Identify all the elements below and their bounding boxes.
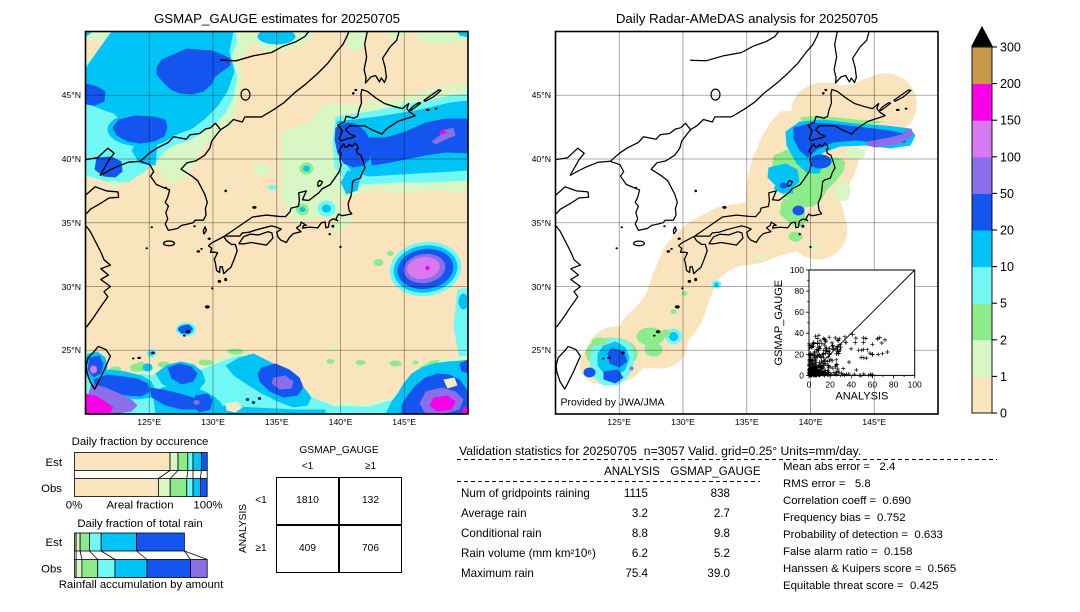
svg-text:150: 150 bbox=[1000, 114, 1021, 128]
svg-text:100: 100 bbox=[790, 265, 804, 275]
svg-text:Obs: Obs bbox=[41, 564, 62, 576]
svg-text:ANALYSIS: ANALYSIS bbox=[835, 390, 888, 402]
svg-text:Daily fraction of total rain: Daily fraction of total rain bbox=[77, 518, 202, 530]
svg-text:10: 10 bbox=[1000, 260, 1014, 274]
svg-text:0: 0 bbox=[807, 379, 812, 389]
svg-text:Daily fraction by occurence: Daily fraction by occurence bbox=[72, 436, 209, 448]
svg-text:40: 40 bbox=[795, 328, 805, 338]
svg-text:Est: Est bbox=[46, 537, 63, 549]
svg-text:Provided by JWA/JMA: Provided by JWA/JMA bbox=[561, 397, 665, 409]
svg-text:100: 100 bbox=[1000, 150, 1021, 164]
svg-text:1: 1 bbox=[1000, 370, 1007, 384]
svg-text:0%: 0% bbox=[66, 500, 82, 512]
svg-text:50: 50 bbox=[1000, 187, 1014, 201]
svg-text:5: 5 bbox=[1000, 297, 1007, 311]
svg-text:80: 80 bbox=[795, 286, 805, 296]
svg-text:Est: Est bbox=[46, 457, 63, 469]
svg-text:300: 300 bbox=[1000, 41, 1021, 55]
svg-text:200: 200 bbox=[1000, 77, 1021, 91]
svg-text:60: 60 bbox=[795, 307, 805, 317]
svg-text:Obs: Obs bbox=[41, 483, 62, 495]
svg-text:20: 20 bbox=[795, 349, 805, 359]
svg-text:100: 100 bbox=[908, 379, 922, 389]
svg-text:20: 20 bbox=[1000, 224, 1014, 238]
svg-text:80: 80 bbox=[889, 379, 899, 389]
svg-text:0: 0 bbox=[1000, 407, 1007, 421]
svg-text:60: 60 bbox=[868, 379, 878, 389]
svg-text:GSMAP_GAUGE: GSMAP_GAUGE bbox=[773, 280, 785, 366]
svg-text:Rainfall accumulation by amoun: Rainfall accumulation by amount bbox=[59, 579, 224, 591]
svg-text:100%: 100% bbox=[193, 500, 222, 512]
svg-text:20: 20 bbox=[825, 379, 835, 389]
svg-text:40: 40 bbox=[847, 379, 857, 389]
svg-text:Areal fraction: Areal fraction bbox=[106, 500, 173, 512]
svg-text:2: 2 bbox=[1000, 333, 1007, 347]
svg-text:0: 0 bbox=[799, 370, 804, 380]
